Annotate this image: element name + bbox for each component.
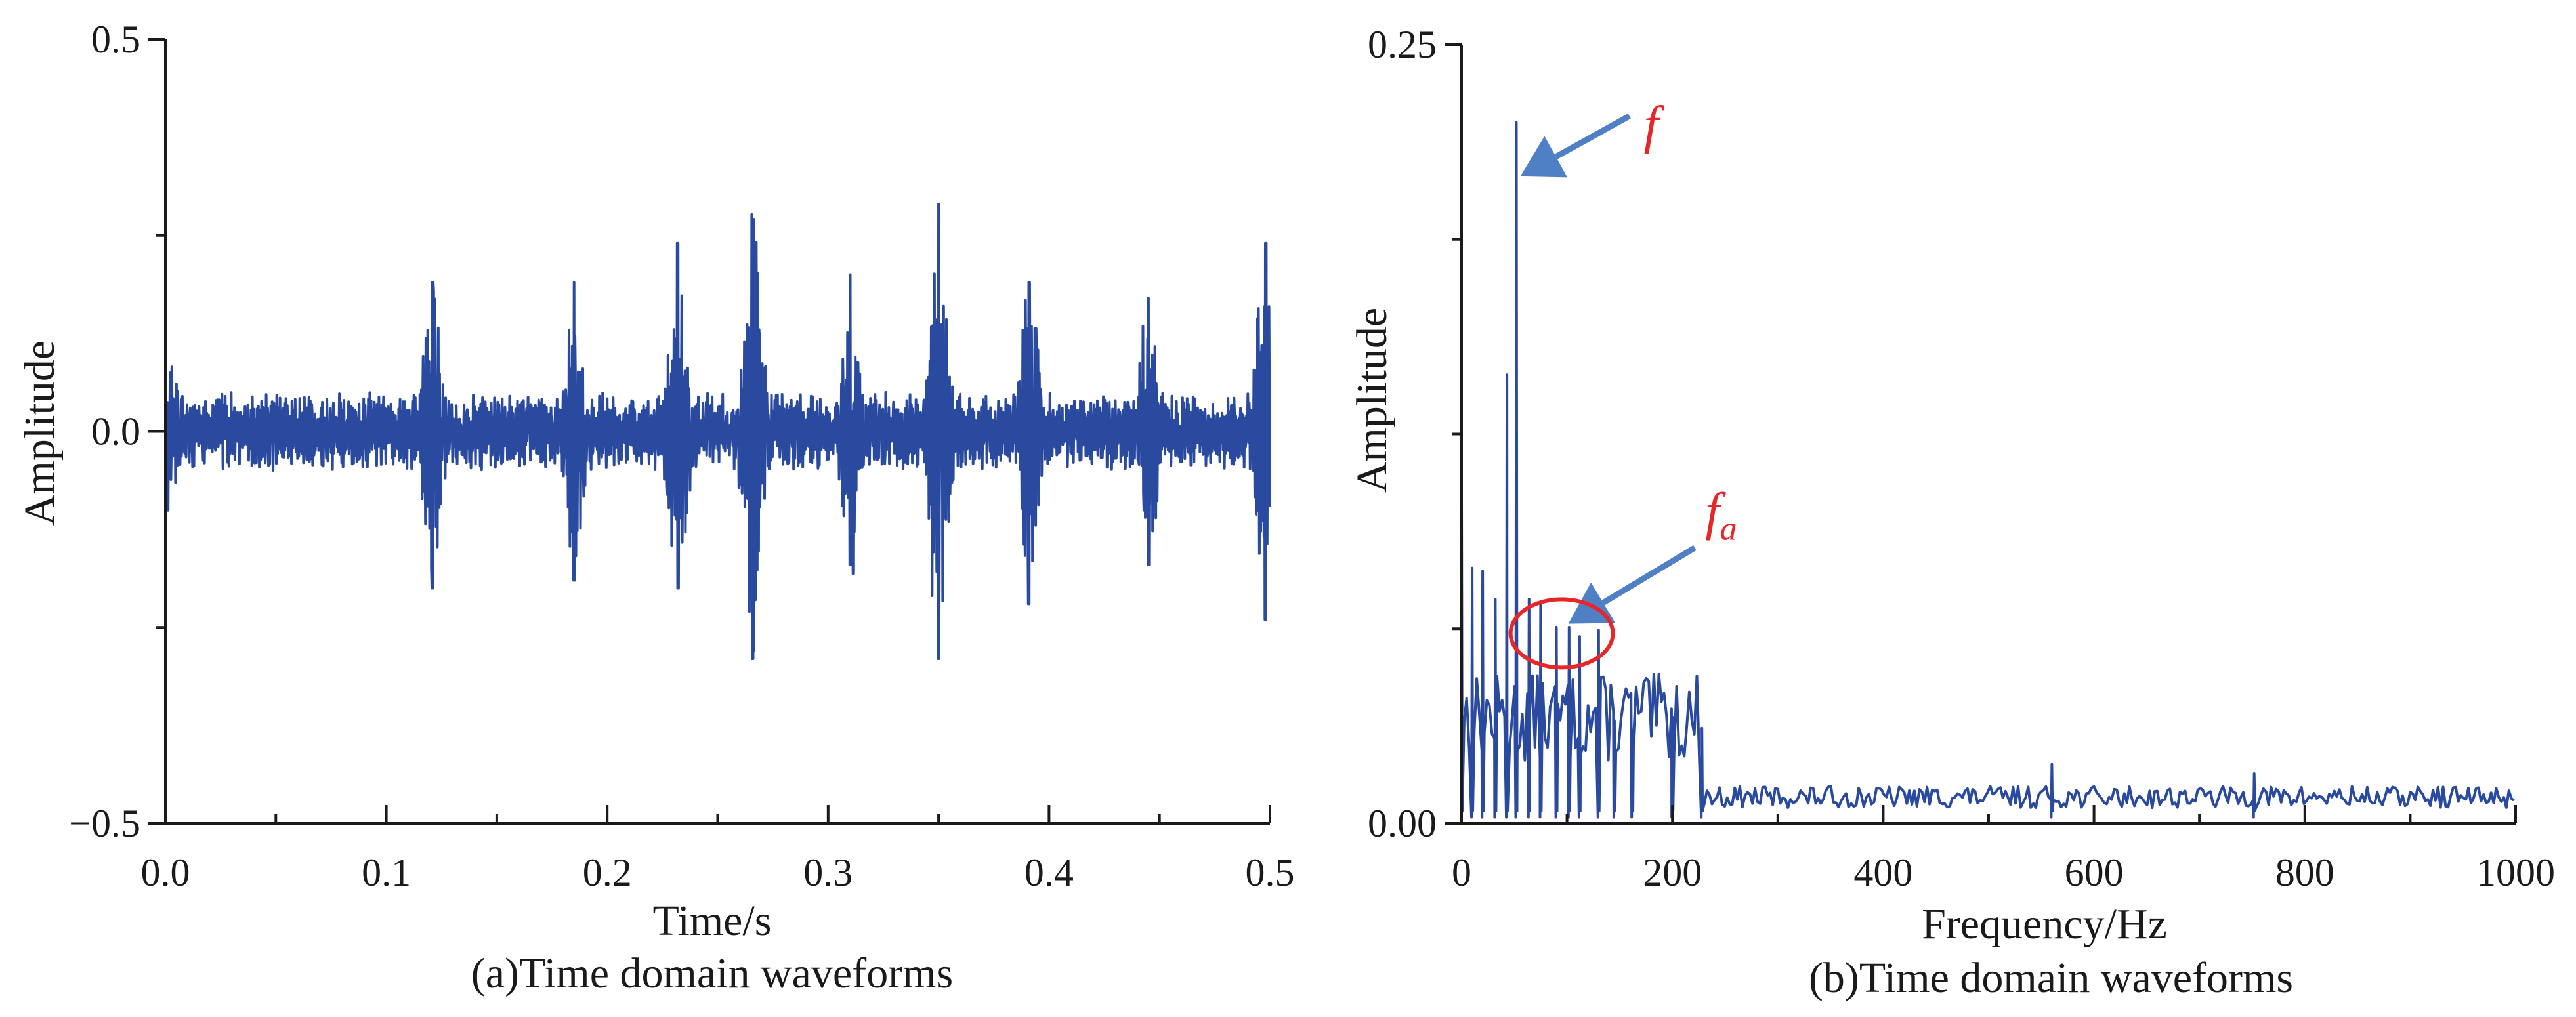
panel-b-x-tick-label: 200 [1643,851,1702,894]
panel-a-y-tick-label: −0.5 [69,802,140,845]
panel-a-y-axis-label: Amplitude [16,341,64,526]
panel-a-tick-labels: 0.0 0.1 0.2 0.3 0.4 0.5−0.50.00.5 [69,18,1294,894]
panel-b-x-tick-label: 0 [1452,851,1471,894]
panel-b-y-tick-label: 0.00 [1368,802,1437,845]
panel-a-x-axis-label: Time/s [653,897,772,945]
panel-a-axes [148,38,1271,825]
panel-a-x-tick-label: 0.2 [583,851,632,894]
panel-a-x-tick-label: 0.4 [1024,851,1074,894]
panel-a-y-tick-label: 0.5 [91,18,140,61]
panel-b-x-tick-label: 600 [2065,851,2124,894]
series-line-time-signal [164,202,1271,660]
annotation-arrow-fa [1601,545,1697,606]
annotation-label-fa-subscript: a [1720,510,1737,548]
panel-a-caption: (a)Time domain waveforms [471,949,953,997]
panel-b-x-axis-label: Frequency/Hz [1922,900,2167,948]
annotation-arrow-f [1554,113,1631,159]
panel-a-x-tick-label: 0.0 [141,851,190,894]
panel-b-x-tick-label: 1000 [2476,851,2555,894]
panel-a-time-domain: 0.0 0.1 0.2 0.3 0.4 0.5−0.50.00.5 Time/s Ampl… [16,18,1295,997]
panel-a-x-tick-label: 0.3 [803,851,853,894]
annotation-arrowhead-f [1520,136,1568,178]
panel-a-y-tick-label: 0.0 [91,410,140,453]
panel-b-caption: (b)Time domain waveforms [1809,954,2293,1002]
panel-b-y-axis-label: Amplitude [1348,308,1396,493]
panel-b-tick-labels: 0 200 400 600 800 1000 0.00 0.25 [1368,23,2555,894]
panel-b-axes [1445,43,2517,825]
panel-b-y-tick-label: 0.25 [1368,23,1437,66]
panel-b-x-tick-label: 800 [2275,851,2334,894]
panel-b-x-tick-label: 400 [1853,851,1912,894]
panel-a-x-tick-label: 0.5 [1246,851,1295,894]
panel-a-x-tick-label: 0.1 [362,851,411,894]
annotation-circle-fa [1508,597,1615,670]
series-line-spectrum [1460,121,2515,819]
